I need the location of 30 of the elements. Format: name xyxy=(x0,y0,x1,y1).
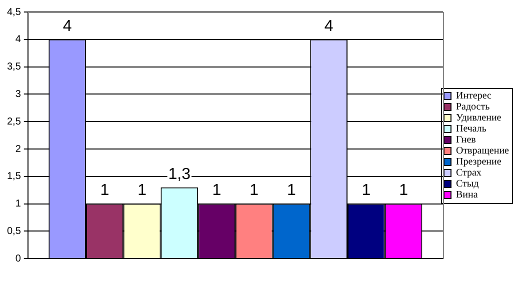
legend-label: Радость xyxy=(456,102,490,113)
data-label: 1 xyxy=(212,182,222,200)
legend-label: Презрение xyxy=(456,156,502,168)
data-label: 1 xyxy=(100,182,110,200)
y-tick-label: 1,5 xyxy=(6,171,22,182)
data-label: 1 xyxy=(399,182,408,200)
data-label: 1 xyxy=(250,182,259,200)
y-tick-label: 3 xyxy=(15,88,22,100)
legend-label: Удивление xyxy=(456,112,502,124)
legend-label: Вина xyxy=(456,190,478,201)
data-label: 1 xyxy=(287,182,296,200)
legend-label: Отвращение xyxy=(456,146,510,157)
legend-label: Печаль xyxy=(456,124,487,135)
data-label: 1 xyxy=(362,182,371,200)
data-label: 4 xyxy=(62,18,72,35)
y-tick-label: 4 xyxy=(15,34,22,46)
data-label: 4 xyxy=(324,18,334,35)
y-tick-label: 2 xyxy=(15,144,22,155)
legend-label: Стыд xyxy=(456,178,479,190)
legend-label: Интерес xyxy=(456,90,492,102)
y-tick-label: 0,5 xyxy=(6,226,22,237)
legend-label: Страх xyxy=(456,168,482,179)
legend-label: Гнев xyxy=(456,134,476,146)
y-tick-label: 3,5 xyxy=(6,62,22,73)
y-tick-label: 1 xyxy=(15,198,22,210)
y-tick-label: 0 xyxy=(15,253,22,264)
data-label: 1,3 xyxy=(168,166,191,183)
y-tick-label: 4,5 xyxy=(6,6,22,18)
y-tick-label: 2,5 xyxy=(6,116,22,128)
data-label: 1 xyxy=(138,182,147,200)
